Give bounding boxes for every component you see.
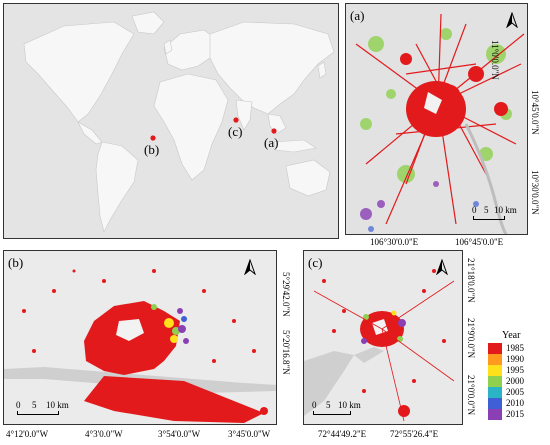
africa-shape [153, 73, 229, 181]
north-arrow-icon [506, 12, 518, 28]
japan-shape [317, 61, 327, 79]
uk-shape [163, 39, 173, 55]
marker-c [233, 117, 239, 123]
panel-c-lon-tick-1: 72°55'26.4"E [390, 429, 439, 439]
scale-b-0: 0 [16, 400, 21, 410]
australia-shape [285, 159, 331, 197]
asia-shape [209, 21, 335, 115]
indonesia-shape [273, 139, 317, 153]
legend-swatch [488, 376, 502, 387]
panel-c: (c) 0 5 10 km [303, 250, 463, 425]
legend-title: Year [502, 330, 521, 341]
panel-a-lon-tick-0: 106°30'0.0"E [370, 237, 419, 247]
north-america-shape [23, 21, 135, 123]
marker-b [150, 135, 156, 141]
panel-a: (a) 0 5 10 km [345, 3, 528, 235]
panel-c-lat-tick-0: 21°18'0.0"N [466, 258, 476, 303]
panel-a-label: (a) [350, 8, 365, 23]
panel-a-map [355, 13, 525, 234]
panel-c-lat-tick-2: 21°0'0.0"N [466, 375, 476, 416]
legend-item: 2000 [488, 376, 546, 387]
legend-swatch [488, 365, 502, 376]
scale-a-2: 10 km [494, 205, 517, 215]
panel-b: (b) 0 5 10 km [3, 250, 277, 425]
marker-a [271, 128, 277, 134]
legend-item: 2010 [488, 398, 546, 409]
scale-c-1: 5 [326, 400, 331, 410]
legend-item: 1985 [488, 343, 546, 354]
scale-b-2: 10 km [46, 400, 69, 410]
panel-b-lon-tick-2: 3°54'0.0"W [158, 429, 201, 439]
central-america-shape [77, 121, 103, 145]
world-map-panel: (a) (b) (c) [3, 3, 339, 239]
panel-a-lat-tick-2: 10°30'0.0"N [530, 170, 540, 215]
south-america-shape [95, 141, 139, 233]
panel-a-lat-tick-0: 11°0'0.0"N [490, 40, 500, 80]
panel-b-label: (b) [8, 255, 24, 270]
legend-label: 2010 [506, 398, 524, 408]
legend-item: 2005 [488, 387, 546, 398]
panel-b-lat-tick-0: 5°29'42.0"N [281, 272, 291, 317]
legend-swatch [488, 409, 502, 420]
world-marker-label-c: (c) [228, 124, 243, 139]
scale-c-2: 10 km [338, 400, 361, 410]
panel-a-lat-tick-1: 10°45'0.0"N [530, 90, 540, 135]
north-arrow-icon [436, 259, 448, 275]
panel-a-lon-tick-1: 106°45'0.0"E [455, 237, 504, 247]
panel-c-label: (c) [308, 255, 323, 270]
north-arrow-icon [244, 259, 256, 275]
legend-swatch [488, 354, 502, 365]
india-shape [235, 99, 253, 131]
scale-a-1: 5 [484, 205, 489, 215]
legend-swatch [488, 398, 502, 409]
legend-label: 1990 [506, 354, 524, 364]
legend-label: 1995 [506, 365, 524, 375]
panel-c-lat-tick-1: 21°9'0.0"N [466, 318, 476, 359]
panel-b-map [4, 269, 276, 423]
panel-b-lon-tick-3: 3°45'0.0"W [228, 429, 271, 439]
greenland-shape [131, 11, 165, 35]
panel-c-map [304, 269, 455, 422]
se-asia-shape [267, 113, 287, 135]
panel-b-lon-tick-0: 4°12'0.0"W [6, 429, 49, 439]
world-marker-label-a: (a) [264, 135, 279, 150]
legend-label: 2000 [506, 376, 524, 386]
panel-b-lon-tick-1: 4°3'0.0"W [85, 429, 123, 439]
scale-c-0: 0 [312, 400, 317, 410]
legend-item: 1995 [488, 365, 546, 376]
legend-label: 2005 [506, 387, 524, 397]
world-marker-label-b: (b) [144, 142, 160, 157]
legend-item: 1990 [488, 354, 546, 365]
legend-label: 1985 [506, 343, 524, 353]
legend: Year 1985 1990 1995 2000 2005 2010 2015 [488, 330, 546, 430]
legend-swatch [488, 387, 502, 398]
scale-a-0: 0 [472, 205, 477, 215]
world-map-svg [23, 11, 335, 233]
scale-b-1: 5 [32, 400, 37, 410]
legend-swatch [488, 343, 502, 354]
panel-b-lat-tick-1: 5°20'16.8"N [281, 330, 291, 375]
legend-label: 2015 [506, 409, 524, 419]
legend-item: 2015 [488, 409, 546, 420]
panel-c-lon-tick-0: 72°44'49.2"E [318, 429, 367, 439]
